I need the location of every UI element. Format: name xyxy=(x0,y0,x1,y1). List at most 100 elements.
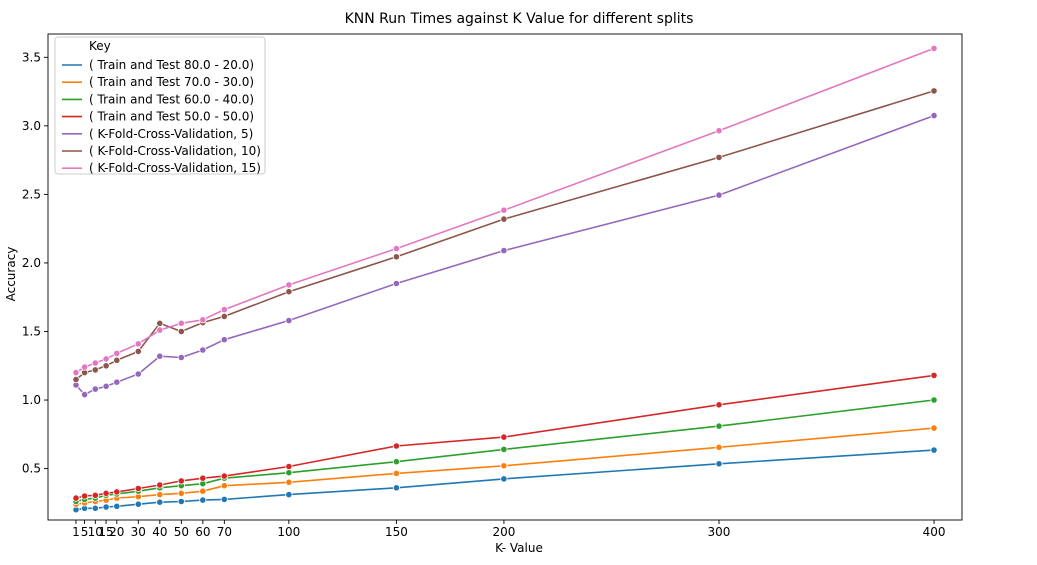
x-tick-label: 300 xyxy=(708,525,731,539)
axes-frame xyxy=(47,33,963,521)
data-point xyxy=(81,492,89,500)
x-tick-label: 200 xyxy=(492,525,515,539)
data-point xyxy=(134,347,142,355)
data-point xyxy=(500,433,508,441)
data-point xyxy=(392,469,400,477)
x-tick-label: 400 xyxy=(923,525,946,539)
data-point xyxy=(392,253,400,261)
x-tick-label: 150 xyxy=(385,525,408,539)
data-point xyxy=(81,390,89,399)
y-tick-label: 1.5 xyxy=(22,324,41,338)
legend-item: ( Train and Test 50.0 - 50.0) xyxy=(62,110,254,124)
chart-title: KNN Run Times against K Value for differ… xyxy=(345,11,694,27)
data-point xyxy=(81,363,89,371)
x-tick-label: 20 xyxy=(109,525,124,539)
data-point xyxy=(930,87,938,95)
x-tick-label: 60 xyxy=(195,525,210,539)
data-point xyxy=(285,469,293,477)
series-7 xyxy=(72,44,938,377)
legend-item: ( Train and Test 70.0 - 30.0) xyxy=(62,75,254,89)
data-point xyxy=(113,356,121,364)
legend-box xyxy=(54,36,266,175)
data-point xyxy=(91,385,99,393)
data-point xyxy=(930,446,938,454)
data-point xyxy=(177,327,185,336)
data-point xyxy=(220,305,228,314)
data-point xyxy=(156,326,164,334)
data-point xyxy=(91,366,99,374)
x-tick-label: 10 xyxy=(88,525,103,539)
y-tick-label: 0.5 xyxy=(22,462,41,476)
y-tick-label: 1.0 xyxy=(22,393,41,407)
legend-label: ( Train and Test 80.0 - 20.0) xyxy=(89,58,254,72)
data-point xyxy=(715,401,723,409)
data-point xyxy=(392,442,400,450)
data-point xyxy=(930,396,938,404)
data-point xyxy=(91,491,99,499)
legend-item: ( Train and Test 60.0 - 40.0) xyxy=(62,92,254,106)
data-point xyxy=(285,490,293,499)
x-tick-label: 5 xyxy=(81,525,89,539)
data-point xyxy=(199,474,207,482)
data-point xyxy=(500,247,508,255)
data-point xyxy=(220,482,228,490)
data-point xyxy=(285,316,293,325)
legend-label: ( Train and Test 50.0 - 50.0) xyxy=(89,110,254,124)
series-6 xyxy=(72,87,938,384)
data-point xyxy=(156,498,164,506)
data-point xyxy=(930,371,938,379)
series-4 xyxy=(72,371,938,502)
data-point xyxy=(199,487,207,495)
data-point xyxy=(113,378,121,386)
data-point xyxy=(156,481,164,489)
data-point xyxy=(285,478,293,486)
series-1 xyxy=(72,446,938,514)
legend-title: Key xyxy=(89,39,111,53)
y-tick-label: 2.0 xyxy=(22,256,41,270)
data-point xyxy=(91,504,99,512)
y-tick-label: 3.0 xyxy=(22,119,41,133)
legend-label: ( K-Fold-Cross-Validation, 15) xyxy=(89,161,261,175)
legend: Key ( Train and Test 80.0 - 20.0) ( Train … xyxy=(54,36,266,175)
x-tick-label: 50 xyxy=(174,525,189,539)
data-point xyxy=(134,340,142,348)
data-point xyxy=(156,319,164,327)
plot-area xyxy=(72,44,938,514)
data-point xyxy=(392,458,400,466)
data-point xyxy=(930,424,938,432)
data-point xyxy=(500,206,508,214)
series-5 xyxy=(72,112,938,399)
data-point xyxy=(392,484,400,492)
legend-label: ( Train and Test 70.0 - 30.0) xyxy=(89,75,254,89)
data-point xyxy=(715,153,723,161)
legend-label: ( Train and Test 60.0 - 40.0) xyxy=(89,92,254,106)
data-point xyxy=(91,359,99,367)
data-point xyxy=(199,496,207,504)
data-point xyxy=(72,375,80,384)
data-point xyxy=(285,281,293,289)
data-point xyxy=(715,127,723,135)
data-point xyxy=(930,112,938,120)
data-point xyxy=(392,245,400,253)
data-point xyxy=(113,502,121,510)
data-point xyxy=(715,460,723,468)
data-point xyxy=(220,472,228,480)
x-tick-label: 1 xyxy=(72,525,80,539)
legend-item: ( K-Fold-Cross-Validation, 15) xyxy=(62,161,261,175)
data-point xyxy=(177,477,185,485)
data-point xyxy=(715,422,723,430)
data-point xyxy=(500,445,508,453)
data-point xyxy=(715,443,723,451)
data-point xyxy=(199,346,207,354)
data-point xyxy=(177,489,185,497)
data-point xyxy=(500,462,508,470)
legend-item: ( K-Fold-Cross-Validation, 10) xyxy=(62,144,261,158)
data-point xyxy=(930,44,938,53)
data-point xyxy=(72,368,80,377)
data-point xyxy=(392,279,400,288)
data-point xyxy=(113,349,121,357)
y-tick-label: 2.5 xyxy=(22,187,41,201)
